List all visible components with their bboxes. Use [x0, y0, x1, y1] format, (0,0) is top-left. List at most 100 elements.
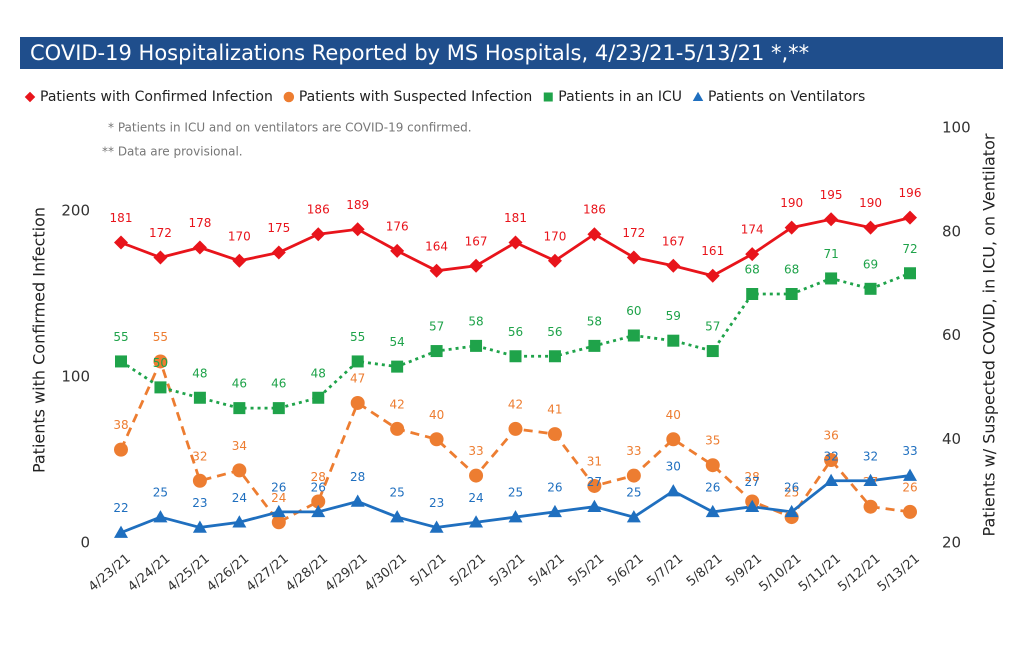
y-tick-label: 0: [80, 534, 90, 552]
y2-tick-label: 80: [942, 222, 961, 240]
data-point: [114, 235, 128, 250]
data-label: 30: [666, 460, 681, 474]
data-point: [271, 515, 286, 530]
data-label: 26: [271, 480, 286, 494]
data-label: 47: [350, 371, 365, 385]
data-label: 71: [823, 247, 838, 261]
data-label: 68: [745, 263, 760, 277]
data-label: 57: [705, 320, 720, 334]
data-point: [626, 510, 641, 523]
data-label: 42: [508, 397, 523, 411]
legend-item: Patients with Confirmed Infection: [24, 89, 273, 105]
data-point: [350, 395, 365, 410]
data-label: 172: [149, 226, 172, 240]
data-point: [587, 227, 602, 242]
data-label: 186: [307, 203, 330, 217]
data-label: 186: [583, 203, 606, 217]
data-point: [547, 427, 562, 442]
data-label: 196: [899, 186, 922, 200]
data-label: 176: [386, 219, 409, 233]
data-label: 27: [587, 475, 602, 489]
chart-title: COVID-19 Hospitalizations Reported by MS…: [30, 41, 809, 65]
data-label: 26: [705, 480, 720, 494]
data-point: [232, 253, 247, 268]
data-point: [824, 473, 839, 486]
data-point: [469, 468, 484, 483]
data-point: [705, 268, 720, 283]
data-point: [903, 210, 917, 225]
x-tick-label: 5/10/21: [756, 551, 804, 595]
data-label: 190: [780, 196, 803, 210]
data-point: [232, 515, 247, 528]
legend-label: Patients in an ICU: [558, 89, 682, 105]
data-label: 58: [587, 314, 602, 328]
data-point: [666, 258, 681, 273]
data-label: 42: [390, 397, 405, 411]
data-label: 72: [902, 242, 917, 256]
data-point: [271, 245, 286, 260]
data-label: 34: [232, 439, 247, 453]
data-point: [469, 258, 484, 273]
data-point: [350, 494, 365, 507]
x-tick-label: 5/5/21: [566, 551, 608, 589]
data-point: [470, 339, 483, 352]
data-point: [193, 391, 206, 404]
y2-tick-label: 20: [942, 534, 961, 552]
data-point: [903, 504, 917, 519]
data-label: 170: [543, 229, 566, 243]
data-point: [824, 212, 839, 227]
data-label: 46: [232, 377, 247, 391]
data-point: [547, 504, 562, 518]
legend-marker: [24, 91, 36, 103]
data-point: [390, 243, 405, 258]
y2-tick-label: 60: [942, 326, 961, 344]
data-label: 33: [626, 444, 641, 458]
x-tick-label: 5/6/21: [605, 551, 647, 589]
data-label: 48: [311, 366, 326, 380]
data-label: 26: [547, 480, 562, 494]
x-tick-label: 5/2/21: [447, 551, 489, 589]
data-point: [311, 504, 326, 518]
data-point: [863, 473, 878, 486]
data-label: 41: [547, 403, 562, 417]
data-point: [508, 235, 523, 250]
data-point: [587, 478, 602, 493]
data-label: 26: [311, 480, 326, 494]
data-label: 68: [784, 263, 799, 277]
data-label: 31: [587, 454, 602, 468]
data-point: [705, 504, 720, 518]
data-point: [864, 282, 877, 295]
data-label: 28: [745, 470, 760, 484]
data-point: [825, 272, 838, 285]
data-label: 26: [902, 480, 917, 494]
x-tick-label: 5/11/21: [796, 551, 844, 595]
data-point: [430, 345, 443, 358]
data-point: [350, 222, 365, 237]
data-label: 167: [662, 234, 685, 248]
data-label: 26: [784, 480, 799, 494]
data-point: [588, 339, 601, 352]
data-label: 23: [192, 496, 207, 510]
data-label: 32: [863, 449, 878, 463]
data-point: [311, 227, 326, 242]
data-label: 40: [429, 408, 444, 422]
data-point: [391, 360, 404, 373]
data-label: 32: [823, 449, 838, 463]
data-label: 55: [113, 330, 128, 344]
y-tick-label: 100: [61, 368, 90, 386]
y-axis-title: Patients with Confirmed Infection: [30, 207, 49, 473]
data-point: [667, 334, 680, 347]
data-label: 23: [429, 496, 444, 510]
y2-tick-label: 100: [942, 119, 971, 137]
data-label: 170: [228, 229, 251, 243]
data-point: [233, 402, 246, 415]
x-tick-label: 5/8/21: [684, 551, 726, 589]
data-point: [312, 391, 325, 404]
data-point: [587, 499, 602, 512]
data-label: 36: [823, 429, 838, 443]
legend-marker: [543, 92, 553, 102]
x-tick-label: 4/26/21: [204, 551, 252, 595]
title-bar: [20, 37, 1003, 69]
data-point: [785, 288, 798, 300]
data-point: [153, 510, 168, 523]
